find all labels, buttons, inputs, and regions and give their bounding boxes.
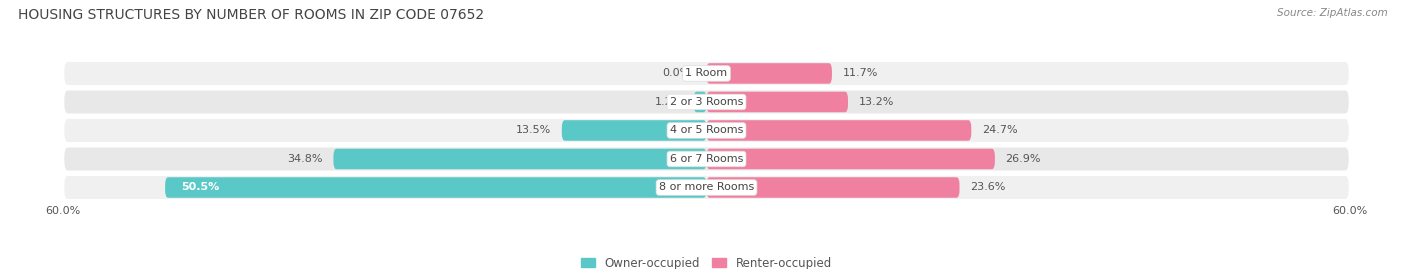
FancyBboxPatch shape [333,149,707,169]
Text: 26.9%: 26.9% [1005,154,1040,164]
Text: Source: ZipAtlas.com: Source: ZipAtlas.com [1277,8,1388,18]
Text: HOUSING STRUCTURES BY NUMBER OF ROOMS IN ZIP CODE 07652: HOUSING STRUCTURES BY NUMBER OF ROOMS IN… [18,8,485,22]
Text: 6 or 7 Rooms: 6 or 7 Rooms [669,154,744,164]
FancyBboxPatch shape [707,120,972,141]
Text: 24.7%: 24.7% [981,125,1018,136]
Text: 8 or more Rooms: 8 or more Rooms [659,182,754,193]
FancyBboxPatch shape [707,177,959,198]
Text: 50.5%: 50.5% [181,182,219,193]
FancyBboxPatch shape [693,92,707,112]
FancyBboxPatch shape [63,146,1350,172]
FancyBboxPatch shape [707,92,848,112]
FancyBboxPatch shape [63,175,1350,200]
FancyBboxPatch shape [63,61,1350,86]
Text: 0.0%: 0.0% [662,68,690,79]
Text: 23.6%: 23.6% [970,182,1005,193]
FancyBboxPatch shape [63,118,1350,143]
FancyBboxPatch shape [63,89,1350,115]
Text: 13.5%: 13.5% [516,125,551,136]
Text: 1.2%: 1.2% [655,97,683,107]
Text: 11.7%: 11.7% [842,68,877,79]
FancyBboxPatch shape [165,177,707,198]
Legend: Owner-occupied, Renter-occupied: Owner-occupied, Renter-occupied [581,257,832,269]
Text: 2 or 3 Rooms: 2 or 3 Rooms [669,97,744,107]
Text: 34.8%: 34.8% [287,154,323,164]
Text: 1 Room: 1 Room [686,68,727,79]
FancyBboxPatch shape [707,63,832,84]
FancyBboxPatch shape [707,149,995,169]
FancyBboxPatch shape [562,120,707,141]
Text: 13.2%: 13.2% [859,97,894,107]
Text: 4 or 5 Rooms: 4 or 5 Rooms [669,125,744,136]
